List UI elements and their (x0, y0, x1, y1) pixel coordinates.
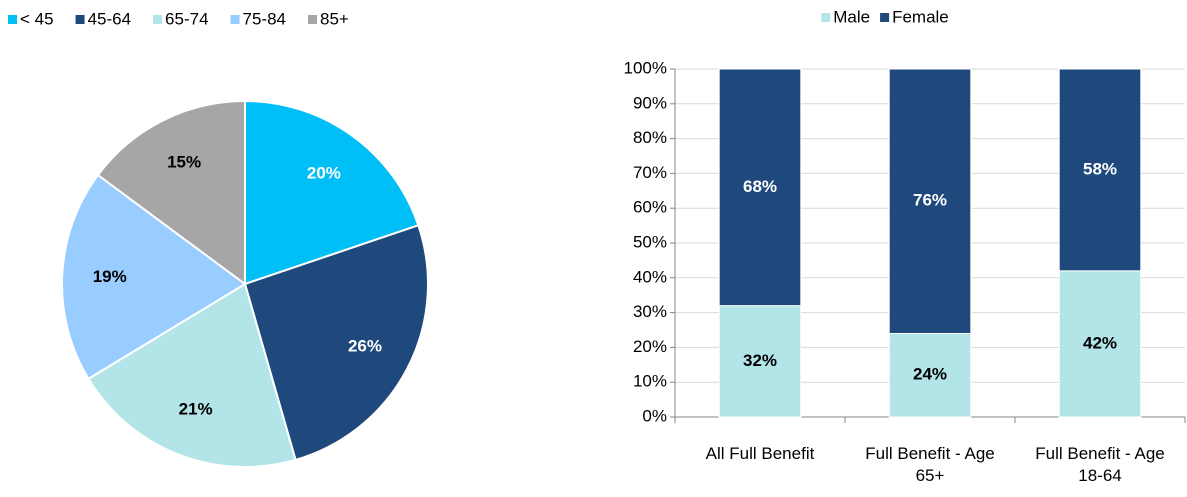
x-tick-label: Full Benefit - Age 65+ (865, 444, 995, 485)
legend-swatch (230, 15, 240, 24)
legend-swatch (153, 15, 163, 24)
legend-label: < 45 (20, 9, 54, 28)
bar-segment (718, 305, 802, 418)
data-label: 26% (348, 336, 382, 355)
bar-segment (718, 68, 802, 307)
y-tick-label: 20% (633, 337, 667, 356)
legend-swatch (308, 15, 318, 24)
y-tick-label: 80% (633, 128, 667, 147)
data-label: 19% (93, 267, 127, 286)
y-tick-label: 60% (633, 198, 667, 217)
pie-slice (243, 224, 429, 462)
data-label: 42% (1083, 333, 1117, 352)
legend-label: Female (892, 7, 949, 26)
data-label: 32% (743, 351, 777, 370)
legend-label: Male (833, 7, 870, 26)
bar-segment (1058, 270, 1142, 418)
pie-slice (61, 173, 247, 381)
y-tick-label: 40% (633, 267, 667, 286)
legend-label: 65-74 (165, 9, 208, 28)
y-tick-label: 90% (633, 93, 667, 112)
bar-segment (888, 68, 972, 334)
x-tick-label: All Full Benefit (705, 444, 815, 463)
y-tick-label: 30% (633, 302, 667, 321)
pie-slice (244, 99, 420, 286)
data-label: 68% (743, 177, 777, 196)
legend-swatch (8, 15, 17, 24)
y-tick-label: 10% (633, 372, 667, 391)
bar-segment (1058, 68, 1142, 272)
legend-label: 75-84 (243, 9, 286, 28)
y-tick-label: 50% (633, 232, 667, 251)
legend-swatch (821, 13, 831, 22)
x-tick-label: Full Benefit - Age 18-64 (1035, 444, 1165, 485)
pie-slice (96, 99, 246, 286)
y-tick-label: 100% (624, 58, 667, 77)
legend-swatch (880, 13, 890, 22)
y-tick-label: 70% (633, 163, 667, 182)
legend-label: 45-64 (88, 9, 131, 28)
data-label: 20% (307, 163, 341, 182)
data-label: 76% (913, 191, 947, 210)
data-label: 15% (167, 153, 201, 172)
legend-label: 85+ (320, 9, 349, 28)
data-label: 58% (1083, 159, 1117, 178)
data-label: 21% (179, 400, 213, 419)
legend-swatch (75, 15, 85, 24)
y-tick-label: 0% (642, 406, 667, 425)
data-label: 24% (913, 365, 947, 384)
pie-slice (87, 282, 297, 468)
bar-segment (888, 332, 972, 418)
